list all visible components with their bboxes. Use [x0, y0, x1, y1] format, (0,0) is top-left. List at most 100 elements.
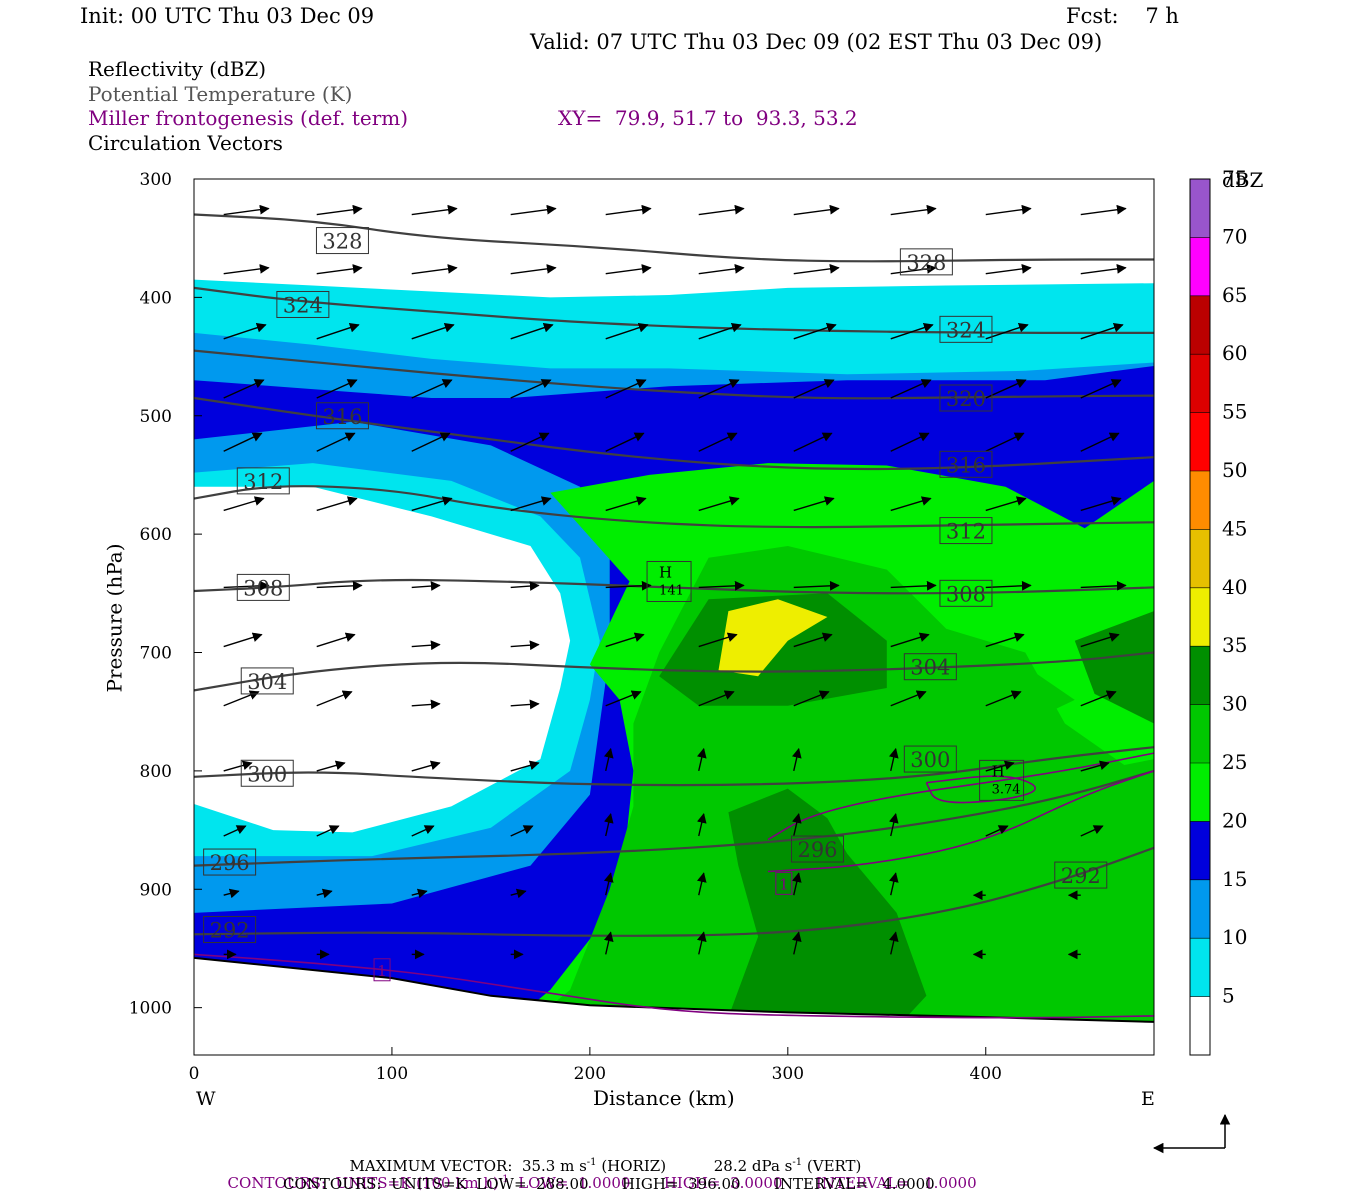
colorbar-segment	[1190, 354, 1210, 413]
theta-contour-312	[194, 485, 1154, 529]
theta-label-box	[240, 759, 294, 787]
west-label: W	[196, 1088, 216, 1110]
colorbar-segment	[1190, 763, 1210, 822]
circulation-vector	[985, 690, 1022, 707]
miller-contour-1	[767, 752, 1154, 841]
y-tick-label: 600	[140, 525, 172, 545]
theta-contour-300	[194, 746, 1154, 787]
valid-time: Valid: 07 UTC Thu 03 Dec 09 (02 EST Thu …	[530, 30, 1103, 54]
max-vector-line: MAXIMUM VECTOR: 35.3 m s-1 (HORIZ) 28.2 …	[340, 1139, 862, 1175]
theta-label-box	[203, 916, 257, 944]
circulation-vector	[985, 580, 1032, 591]
theta-label-296: 296	[210, 851, 250, 875]
circulation-vector	[698, 580, 745, 591]
circulation-vector	[698, 204, 745, 216]
maximum-letter: H	[992, 762, 1005, 780]
x-tick-label: 200	[574, 1064, 606, 1084]
maximum-letter: H	[659, 563, 672, 581]
circulation-vector	[316, 690, 353, 707]
circulation-vector	[510, 888, 527, 899]
miller-contour-1	[767, 770, 1154, 873]
legend-theta: Potential Temperature (K)	[88, 82, 353, 106]
circulation-vector	[792, 872, 802, 896]
circulation-vector	[889, 872, 899, 896]
circulation-vector	[985, 760, 1015, 772]
theta-contour-296	[194, 769, 1154, 867]
miller-label-box	[775, 871, 793, 895]
circulation-vector	[411, 581, 441, 591]
y-tick-label: 1000	[129, 999, 172, 1019]
circulation-vector	[510, 760, 540, 772]
forecast-hour: Fcst: 7 h	[1066, 4, 1179, 28]
miller-label-1: 1	[779, 875, 789, 893]
circulation-vector	[316, 760, 346, 772]
circulation-vector	[603, 872, 614, 896]
colorbar-segment	[1190, 412, 1210, 471]
circulation-vector	[605, 496, 647, 512]
circulation-vector	[793, 632, 833, 648]
colorbar-segment	[1190, 179, 1210, 238]
theta-contour-292	[194, 846, 1154, 937]
reflectivity-region-25dbz	[926, 652, 1075, 724]
circulation-vector	[697, 813, 707, 837]
legend-reflectivity: Reflectivity (dBZ)	[88, 57, 267, 81]
theta-label-328: 328	[322, 230, 362, 254]
theta-label-312: 312	[243, 470, 283, 494]
legend-vectors: Circulation Vectors	[88, 131, 283, 155]
cross-section-endpoints: XY= 79.9, 51.7 to 93.3, 53.2	[558, 106, 858, 130]
colorbar-label: 45	[1222, 516, 1247, 540]
circulation-vector	[1080, 204, 1127, 216]
theta-label-box	[939, 384, 993, 412]
max-vector-horiz-sup: -1	[586, 1157, 597, 1168]
miller-contour-1	[194, 953, 1154, 1019]
circulation-vector	[223, 580, 270, 591]
theta-label-box	[791, 835, 845, 863]
colorbar-label: 55	[1222, 400, 1247, 424]
circulation-vector	[698, 632, 738, 648]
circulation-vector	[890, 580, 937, 591]
y-tick-label: 700	[140, 644, 172, 664]
circulation-vector	[698, 264, 745, 275]
colorbar-label: 65	[1222, 283, 1247, 307]
circulation-vector	[605, 204, 652, 216]
circulation-vector	[223, 322, 267, 340]
circulation-vector	[985, 825, 1009, 837]
circulation-vector	[316, 379, 358, 399]
circulation-vector	[411, 432, 451, 452]
colorbar-segment	[1190, 295, 1210, 355]
circulation-vector	[510, 581, 540, 591]
y-tick-label: 300	[140, 170, 172, 190]
legend-miller: Miller frontogenesis (def. term)	[88, 106, 409, 130]
theta-label-box	[315, 227, 369, 255]
theta-contour-320	[194, 349, 1154, 400]
circulation-vector	[223, 432, 263, 452]
maximum-value: 141	[659, 583, 684, 598]
theta-label-box	[276, 290, 330, 318]
theta-label-box	[939, 315, 993, 343]
circulation-vector	[1080, 825, 1104, 837]
colorbar-label: 50	[1222, 458, 1247, 482]
circulation-vector	[510, 322, 554, 340]
circulation-vector	[316, 496, 358, 512]
init-time: Init: 00 UTC Thu 03 Dec 09	[80, 4, 375, 28]
colorbar-segment	[1190, 237, 1210, 296]
x-axis-label: Distance (km)	[593, 1086, 735, 1110]
colorbar-label: 60	[1222, 341, 1247, 365]
max-vector-vert-sup: -1	[792, 1157, 803, 1168]
circulation-vector	[411, 496, 453, 512]
theta-contour-info: CONTOURS: UNITS=K LOW= 288.00 HIGH= 396.…	[283, 1175, 935, 1193]
circulation-vector	[510, 379, 552, 399]
circulation-vector	[411, 760, 441, 772]
theta-label-304: 304	[910, 656, 950, 680]
circulation-vector	[316, 580, 363, 591]
colorbar-segment	[1190, 938, 1210, 997]
theta-label-292: 292	[210, 919, 250, 943]
miller-label-1: 1	[377, 962, 387, 980]
circulation-vector	[411, 640, 441, 651]
circulation-vector	[1080, 632, 1120, 648]
reflectivity-region-30dbz	[728, 788, 927, 1018]
circulation-vector	[1080, 760, 1110, 772]
circulation-vector	[1080, 264, 1127, 275]
circulation-vector	[411, 699, 441, 710]
